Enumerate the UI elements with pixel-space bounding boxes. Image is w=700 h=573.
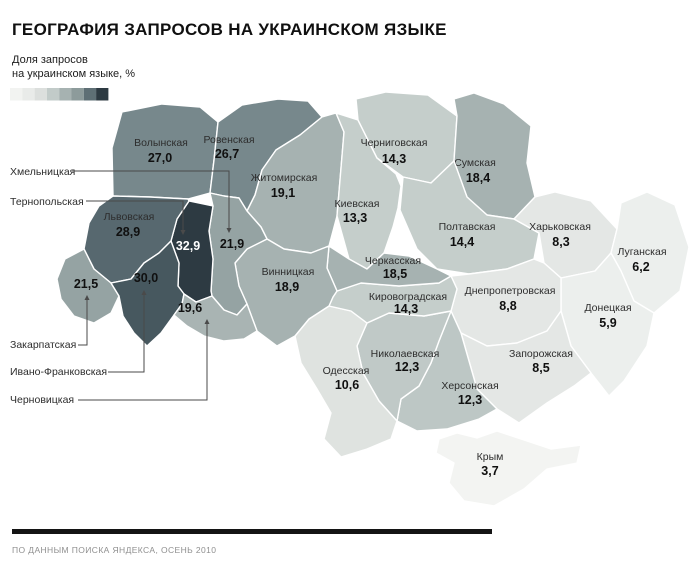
region-ternopilska-value: 32,9: [176, 239, 200, 253]
leader-arrow-ivano-frankivska: [141, 290, 147, 295]
leader-ivano-frankivska: [108, 295, 145, 373]
region-volynska: Волынская 27,0: [111, 103, 219, 200]
region-rovenska-value: 26,7: [215, 147, 239, 161]
leader-zakarpatska: [78, 300, 88, 346]
region-krym-shape: [435, 430, 582, 507]
region-kharkivska-value: 8,3: [552, 235, 569, 249]
region-sumska-value: 18,4: [466, 171, 490, 185]
region-sumska: Сумская 18,4: [453, 92, 536, 220]
region-dnipropetrovska-name: Днепропетровская: [465, 285, 556, 297]
region-kyivska-name: Киевская: [335, 198, 380, 210]
region-ivano-frankivska-value: 30,0: [134, 271, 158, 285]
region-chernivetska-shape: [173, 293, 258, 342]
region-mykolaivska: Николаевская 12,3: [356, 310, 452, 422]
region-odeska-name: Одесская: [323, 365, 370, 377]
region-kirovohradska-name: Кировоградская: [369, 291, 447, 303]
region-vinnytska-value: 18,9: [275, 280, 299, 294]
side-labels: Хмельницкая Тернопольская Закарпатская И…: [10, 166, 232, 406]
legend-caption-line2: на украинском языке, %: [12, 68, 136, 80]
region-lvivska-value: 28,9: [116, 225, 140, 239]
region-cherkaska-value: 18,5: [383, 267, 407, 281]
region-zakarpatska-value: 21,5: [74, 277, 98, 291]
leader-arrow-chernivetska: [204, 319, 210, 324]
region-chernihivska-value: 14,3: [382, 152, 406, 166]
leader-arrow-khmelnytska: [226, 228, 232, 233]
region-rovenska-name: Ровенская: [203, 134, 254, 146]
region-donetska-name: Донецкая: [584, 302, 631, 314]
region-lvivska-name: Львовская: [104, 211, 155, 223]
region-cherkaska-name: Черкасская: [365, 255, 421, 267]
region-khersonska-value: 12,3: [458, 393, 482, 407]
region-krym-name: Крым: [477, 451, 504, 463]
legend-swatch-8: [96, 88, 109, 101]
region-chernihivska-name: Черниговская: [361, 137, 428, 149]
region-zakarpatska-shape: [56, 248, 120, 324]
region-khersonska-name: Херсонская: [441, 380, 498, 392]
region-kirovohradska: Кировоградская 14,3: [328, 275, 458, 324]
side-label-khmelnytska: Хмельницкая: [10, 166, 75, 178]
region-chernivetska: 19,6: [173, 293, 258, 342]
legend-swatch-6: [71, 88, 84, 101]
region-luhanska-value: 6,2: [632, 260, 649, 274]
legend-swatch-4: [46, 88, 60, 101]
leader-khmelnytska: [72, 170, 230, 228]
region-zaporizka-name: Запорожская: [509, 348, 573, 360]
leader-chernivetska: [78, 324, 208, 401]
region-zhytomyrska-value: 19,1: [271, 186, 295, 200]
region-mykolaivska-value: 12,3: [395, 360, 419, 374]
side-label-ivano-frankivska: Ивано-Франковская: [10, 366, 107, 378]
region-ivano-frankivska: 30,0: [110, 240, 185, 347]
legend-swatch-5: [59, 88, 72, 101]
region-poltavska: Полтавская 14,4: [399, 160, 540, 275]
region-kyivska-value: 13,3: [343, 211, 367, 225]
region-khmelnytska-value: 21,9: [220, 237, 244, 251]
region-sumska-name: Сумская: [454, 157, 496, 169]
leader-arrow-zakarpatska: [84, 295, 90, 300]
leader-arrow-ternopilska: [180, 230, 186, 235]
region-dnipropetrovska: Днепропетровская 8,8: [450, 258, 562, 347]
region-kharkivska: Харьковская 8,3: [513, 191, 618, 279]
region-zaporizka: Запорожская 8,5: [460, 310, 592, 424]
region-odeska-value: 10,6: [335, 378, 359, 392]
region-poltavska-name: Полтавская: [439, 221, 496, 233]
region-kirovohradska-value: 14,3: [394, 302, 418, 316]
region-kharkivska-name: Харьковская: [529, 221, 591, 233]
leader-ternopilska: [86, 200, 184, 230]
region-luhanska-name: Луганская: [617, 246, 666, 258]
legend-swatch-2: [22, 88, 35, 101]
region-zaporizka-value: 8,5: [532, 361, 549, 375]
region-zakarpatska: 21,5: [56, 248, 120, 324]
region-chernivetska-value: 19,6: [178, 301, 202, 315]
region-volynska-value: 27,0: [148, 151, 172, 165]
region-krym: Крым 3,7: [435, 430, 582, 507]
legend-caption: Доля запросов на украинском языке, %: [12, 53, 135, 81]
region-poltavska-value: 14,4: [450, 235, 474, 249]
side-label-zakarpatska: Закарпатская: [10, 339, 76, 351]
page-title: ГЕОГРАФИЯ ЗАПРОСОВ НА УКРАИНСКОМ ЯЗЫКЕ: [12, 20, 447, 39]
region-kyivska: Киевская 13,3: [335, 112, 402, 270]
region-lvivska: Львовская 28,9: [83, 195, 190, 284]
data-source-note: ПО ДАННЫМ ПОИСКА ЯНДЕКСА, ОСЕНЬ 2010: [12, 545, 217, 555]
region-mykolaivska-name: Николаевская: [371, 348, 440, 360]
legend-swatch-7: [83, 88, 97, 101]
legend-color-ramp: [10, 88, 109, 101]
legend-swatch-3: [34, 88, 47, 101]
region-volynska-name: Волынская: [134, 137, 188, 149]
footer-rule: [12, 529, 492, 534]
region-krym-value: 3,7: [481, 464, 498, 478]
legend-caption-line1: Доля запросов: [12, 54, 88, 66]
side-label-ternopilska: Тернопольская: [10, 196, 84, 208]
side-label-chernivetska: Черновицкая: [10, 394, 74, 406]
region-chernihivska: Черниговская 14,3: [355, 91, 458, 184]
legend-swatch-1: [10, 88, 23, 101]
region-donetska-value: 5,9: [599, 316, 616, 330]
region-dnipropetrovska-value: 8,8: [499, 299, 516, 313]
region-vinnytska-name: Винницкая: [262, 266, 315, 278]
region-zhytomyrska-name: Житомирская: [251, 172, 318, 184]
region-vinnytska: Винницкая 18,9: [234, 238, 338, 347]
region-khmelnytska: 21,9: [208, 192, 268, 316]
